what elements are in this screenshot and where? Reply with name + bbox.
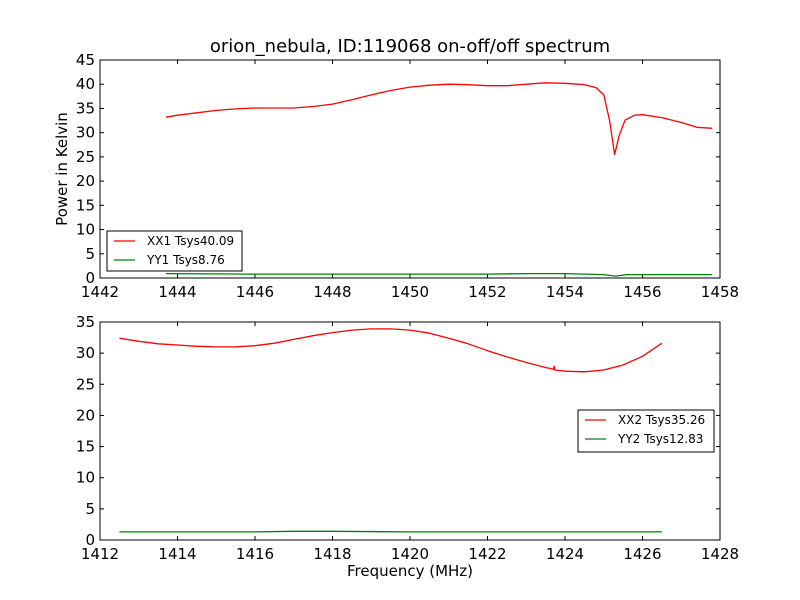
x-tick-label: 1442 bbox=[81, 283, 119, 301]
x-axis-label: Frequency (MHz) bbox=[347, 562, 473, 580]
x-tick-label: 1454 bbox=[546, 283, 584, 301]
x-tick-label: 1422 bbox=[468, 545, 506, 563]
legend-box bbox=[106, 230, 243, 272]
x-tick-label: 1450 bbox=[391, 283, 429, 301]
y-tick-label: 25 bbox=[76, 375, 95, 393]
y-tick-label: 35 bbox=[76, 99, 95, 117]
y-tick-label: 10 bbox=[76, 469, 95, 487]
y-tick-label: 5 bbox=[85, 245, 95, 263]
y-tick-label: 5 bbox=[85, 500, 95, 518]
y-tick-label: 10 bbox=[76, 221, 95, 239]
x-tick-label: 1452 bbox=[468, 283, 506, 301]
x-tick-label: 1418 bbox=[313, 545, 351, 563]
y-tick-label: 45 bbox=[76, 51, 95, 69]
top-panel: 1442 1444 1446 1448 1450 1452 1454 1456 1458 0 5 10… bbox=[53, 51, 739, 301]
y-tick-label: 35 bbox=[76, 313, 95, 331]
x-tick-label: 1428 bbox=[701, 545, 739, 563]
y-tick-label: 40 bbox=[76, 75, 95, 93]
y-tick-label: 15 bbox=[76, 438, 95, 456]
y-tick-label: 30 bbox=[76, 124, 95, 142]
x-tick-label: 1446 bbox=[236, 283, 274, 301]
legend-entry: YY1 Tsys8.76 bbox=[146, 253, 225, 267]
y-axis-label: Power in Kelvin bbox=[53, 112, 71, 226]
bottom-panel: 1412 1414 1416 1418 1420 1422 1424 1426 1428 0 5 10… bbox=[76, 313, 739, 580]
legend-entry: YY2 Tsys12.83 bbox=[617, 432, 703, 446]
y-tick-label: 20 bbox=[76, 172, 95, 190]
x-tick-label: 1414 bbox=[158, 545, 196, 563]
x-tick-label: 1458 bbox=[701, 283, 739, 301]
y-tick-label: 20 bbox=[76, 406, 95, 424]
x-tick-label: 1456 bbox=[623, 283, 661, 301]
y-tick-label: 15 bbox=[76, 196, 95, 214]
series-line bbox=[119, 328, 663, 373]
series-line bbox=[165, 82, 713, 156]
x-tick-label: 1412 bbox=[81, 545, 119, 563]
x-tick-label: 1444 bbox=[158, 283, 196, 301]
series-line bbox=[119, 530, 662, 533]
series-line bbox=[165, 272, 713, 277]
chart-title: orion_nebula, ID:119068 on-off/off spect… bbox=[210, 36, 610, 57]
x-tick-label: 1426 bbox=[623, 545, 661, 563]
y-tick-label: 0 bbox=[85, 269, 95, 287]
y-tick-label: 30 bbox=[76, 344, 95, 362]
y-tick-label: 25 bbox=[76, 148, 95, 166]
y-tick-label: 0 bbox=[85, 531, 95, 549]
legend-entry: XX2 Tsys35.26 bbox=[618, 413, 705, 427]
legend-entry: XX1 Tsys40.09 bbox=[147, 234, 234, 248]
x-tick-label: 1448 bbox=[313, 283, 351, 301]
x-tick-label: 1424 bbox=[546, 545, 584, 563]
x-tick-label: 1416 bbox=[236, 545, 274, 563]
legend-box bbox=[577, 409, 715, 453]
x-tick-label: 1420 bbox=[391, 545, 429, 563]
